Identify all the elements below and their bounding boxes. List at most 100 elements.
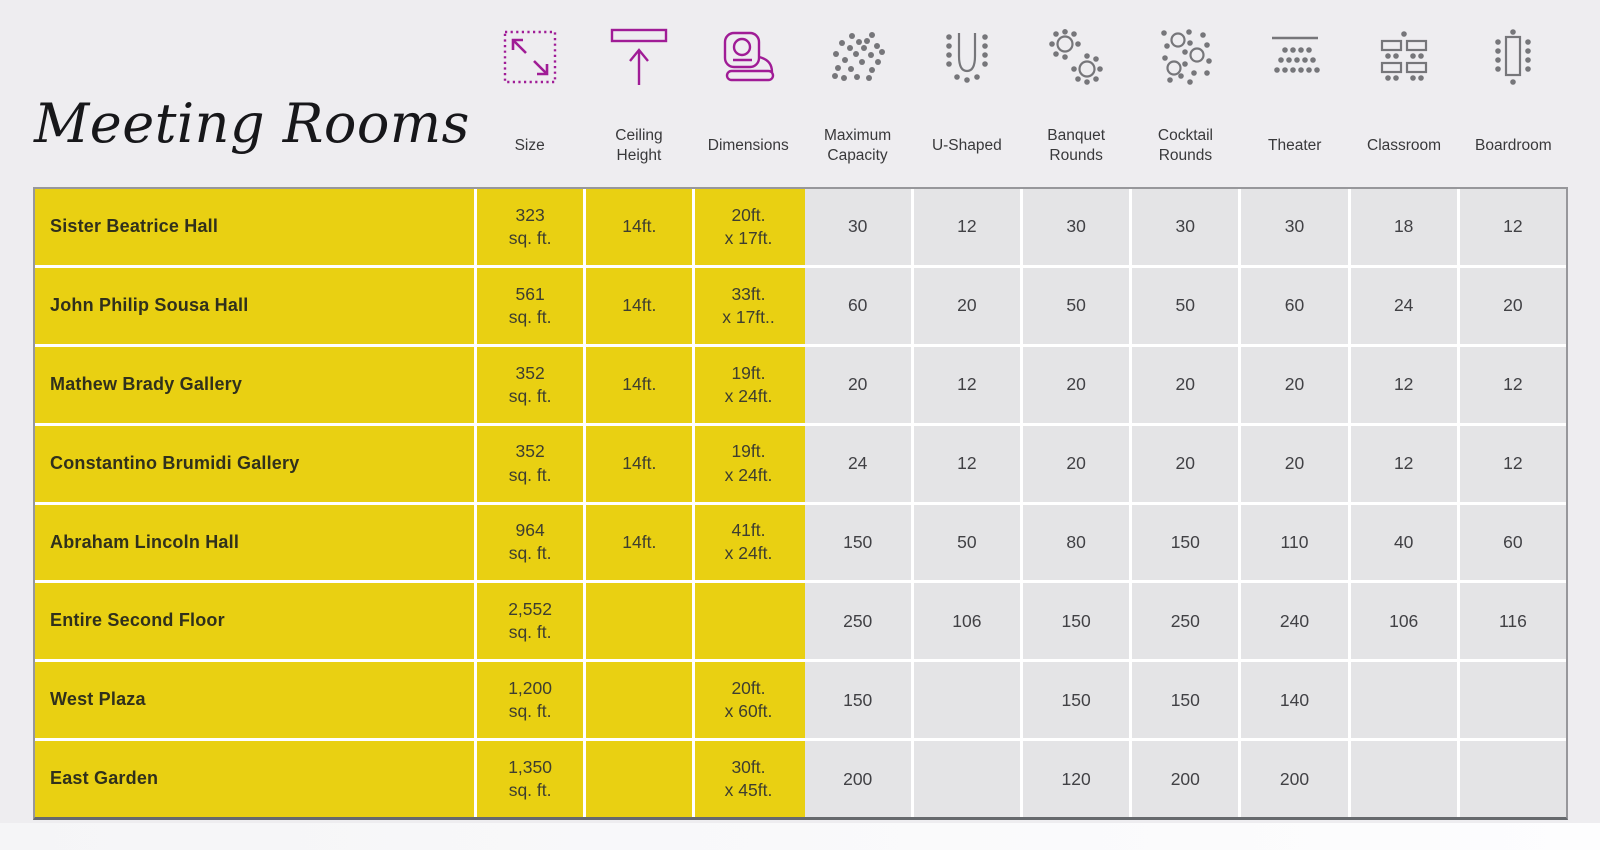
capacity-cell: 150 [1132, 662, 1239, 739]
dimensions-line2: x 24ft. [724, 464, 773, 485]
capacity-cell: 20 [1241, 425, 1348, 502]
size-cell: 323 sq. ft. [477, 189, 584, 265]
column-headers: Size Ceiling Height [475, 24, 1568, 184]
size-unit: sq. ft. [508, 227, 552, 248]
column-label: Dimensions [707, 136, 789, 154]
capacity-cell: 60 [1241, 267, 1348, 344]
ceiling-height-cell: 14ft. [586, 346, 693, 423]
size-unit: sq. ft. [508, 385, 552, 406]
u-shaped-icon [943, 24, 991, 90]
dimensions-cell: 33ft. x 17ft.. [695, 267, 802, 344]
capacity-cell [1459, 662, 1566, 739]
capacity-cell: 12 [1350, 425, 1457, 502]
ceiling-height-cell: 14ft. [586, 504, 693, 581]
capacity-cell: 116 [1459, 583, 1566, 660]
ceiling-height-cell: 14ft. [586, 267, 693, 344]
capacity-cell: 18 [1350, 189, 1457, 265]
capacity-cell [1350, 741, 1457, 817]
capacity-cell: 150 [804, 504, 911, 581]
capacity-cell: 200 [804, 741, 911, 817]
capacity-cell: 24 [804, 425, 911, 502]
capacity-cell: 40 [1350, 504, 1457, 581]
capacity-cell: 12 [1459, 425, 1566, 502]
size-value: 561 [515, 283, 545, 304]
capacity-cell: 150 [1022, 583, 1130, 660]
dimensions-icon [719, 24, 777, 90]
column-label: Ceiling Height [615, 127, 663, 165]
dimensions-line2: x 17ft. [724, 227, 773, 248]
column-header-boardroom: Boardroom [1459, 24, 1568, 184]
capacity-cell: 12 [913, 189, 1020, 265]
size-value: 1,350 [508, 756, 552, 777]
dimensions-line1: 19ft. [731, 362, 766, 383]
column-header-cocktail-rounds: Cocktail Rounds [1131, 24, 1240, 184]
column-label: Classroom [1367, 136, 1442, 154]
capacity-cell: 140 [1241, 662, 1348, 739]
ceiling-height-cell [586, 583, 693, 660]
dimensions-line1: 30ft. [731, 756, 766, 777]
column-header-classroom: Classroom [1349, 24, 1458, 184]
room-name-cell: West Plaza [35, 662, 474, 739]
capacity-cell: 20 [1132, 425, 1239, 502]
column-label: U-Shaped [931, 136, 1002, 154]
capacity-cell: 150 [804, 662, 911, 739]
column-header-banquet-rounds: Banquet Rounds [1022, 24, 1131, 184]
capacity-cell: 50 [1022, 267, 1130, 344]
capacity-cell [1350, 662, 1457, 739]
capacity-cell: 50 [913, 504, 1020, 581]
cocktail-rounds-icon [1157, 24, 1213, 90]
dimensions-line1: 41ft. [731, 520, 766, 541]
capacity-cell [1459, 741, 1566, 817]
meeting-rooms-table: Sister Beatrice Hall 323 sq. ft. 14ft. 20ft.… [33, 187, 1568, 820]
page-title: Meeting Rooms [34, 92, 470, 155]
capacity-cell: 20 [1022, 346, 1130, 423]
capacity-cell: 12 [1459, 346, 1566, 423]
dimensions-line2: x 24ft. [724, 543, 773, 564]
room-name-cell: John Philip Sousa Hall [35, 267, 474, 344]
capacity-cell: 50 [1132, 267, 1239, 344]
capacity-cell: 24 [1350, 267, 1457, 344]
capacity-cell: 20 [1022, 425, 1130, 502]
capacity-cell: 20 [1459, 267, 1566, 344]
room-name-cell: Sister Beatrice Hall [35, 189, 474, 265]
capacity-cell: 250 [1132, 583, 1239, 660]
capacity-cell: 12 [913, 425, 1020, 502]
banquet-rounds-icon [1048, 24, 1104, 90]
size-value: 964 [515, 520, 545, 541]
size-value: 2,552 [508, 599, 552, 620]
column-label: Maximum Capacity [823, 127, 892, 165]
column-label: Banquet Rounds [1047, 127, 1106, 165]
dimensions-cell: 19ft. x 24ft. [695, 346, 802, 423]
size-cell: 1,200 sq. ft. [477, 662, 584, 739]
capacity-cell [913, 741, 1020, 817]
capacity-cell: 30 [1022, 189, 1130, 265]
size-unit: sq. ft. [508, 464, 552, 485]
room-name-cell: Mathew Brady Gallery [35, 346, 474, 423]
capacity-cell: 20 [913, 267, 1020, 344]
size-value: 1,200 [508, 678, 552, 699]
ceiling-height-icon [609, 24, 669, 90]
maximum-capacity-icon [828, 24, 888, 90]
size-cell: 1,350 sq. ft. [477, 741, 584, 817]
capacity-cell [913, 662, 1020, 739]
capacity-cell: 110 [1241, 504, 1348, 581]
dimensions-cell: 30ft. x 45ft. [695, 741, 802, 817]
capacity-cell: 12 [1459, 189, 1566, 265]
boardroom-icon [1491, 24, 1535, 90]
dimensions-line2: x 45ft. [724, 780, 773, 801]
capacity-cell: 150 [1132, 504, 1239, 581]
ceiling-height-cell: 14ft. [586, 189, 693, 265]
capacity-cell: 30 [804, 189, 911, 265]
column-header-dimensions: Dimensions [694, 24, 803, 184]
capacity-cell: 250 [804, 583, 911, 660]
room-name-cell: Abraham Lincoln Hall [35, 504, 474, 581]
room-name-cell: East Garden [35, 741, 474, 817]
capacity-cell: 80 [1022, 504, 1130, 581]
theater-icon [1268, 24, 1322, 90]
size-value: 352 [515, 362, 545, 383]
dimensions-line1: 20ft. [731, 678, 766, 699]
dimensions-line1: 19ft. [731, 441, 766, 462]
capacity-cell: 60 [1459, 504, 1566, 581]
size-unit: sq. ft. [508, 306, 552, 327]
dimensions-cell [695, 583, 802, 660]
